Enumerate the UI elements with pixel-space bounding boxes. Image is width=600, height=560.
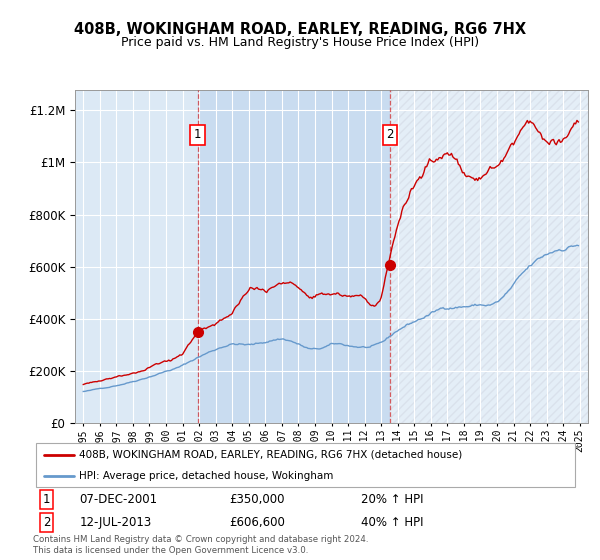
Text: Price paid vs. HM Land Registry's House Price Index (HPI): Price paid vs. HM Land Registry's House … xyxy=(121,36,479,49)
Text: Contains HM Land Registry data © Crown copyright and database right 2024.
This d: Contains HM Land Registry data © Crown c… xyxy=(33,535,368,555)
Text: HPI: Average price, detached house, Wokingham: HPI: Average price, detached house, Woki… xyxy=(79,471,334,481)
Text: 2: 2 xyxy=(43,516,50,529)
FancyBboxPatch shape xyxy=(36,444,575,487)
Bar xyxy=(198,90,390,423)
Text: 07-DEC-2001: 07-DEC-2001 xyxy=(79,493,158,506)
Bar xyxy=(390,90,588,423)
Text: 1: 1 xyxy=(43,493,50,506)
Text: 40% ↑ HPI: 40% ↑ HPI xyxy=(361,516,423,529)
Text: 12-JUL-2013: 12-JUL-2013 xyxy=(79,516,152,529)
Text: 408B, WOKINGHAM ROAD, EARLEY, READING, RG6 7HX: 408B, WOKINGHAM ROAD, EARLEY, READING, R… xyxy=(74,22,526,38)
Text: 1: 1 xyxy=(194,128,202,141)
Text: 2: 2 xyxy=(386,128,394,141)
Text: 408B, WOKINGHAM ROAD, EARLEY, READING, RG6 7HX (detached house): 408B, WOKINGHAM ROAD, EARLEY, READING, R… xyxy=(79,450,463,460)
Text: £606,600: £606,600 xyxy=(230,516,286,529)
Text: £350,000: £350,000 xyxy=(230,493,285,506)
Text: 20% ↑ HPI: 20% ↑ HPI xyxy=(361,493,423,506)
